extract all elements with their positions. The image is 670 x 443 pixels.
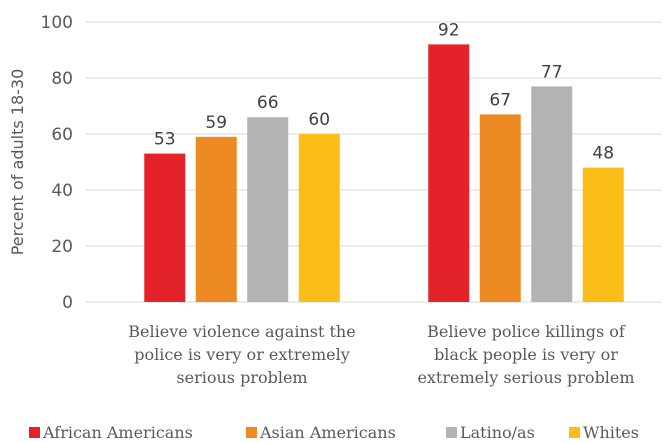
bar-whites-2 (582, 167, 624, 302)
bar-whites-1 (298, 134, 340, 302)
y-tick-label: 20 (51, 237, 73, 257)
data-label: 77 (541, 62, 563, 82)
y-tick-label: 80 (51, 69, 73, 89)
legend-swatch (246, 427, 257, 438)
axes: 0 20 40 60 80 100 Percent of adults 18-30 Belie… (8, 13, 635, 387)
bar-african-americans-1 (144, 153, 186, 302)
bar-african-americans-2 (428, 44, 470, 303)
data-label: 92 (438, 20, 460, 40)
legend-label: Asian Americans (259, 423, 396, 442)
data-label: 53 (154, 130, 176, 150)
y-tick-label: 60 (51, 125, 73, 145)
category-label: black people is very or (434, 345, 618, 364)
category-label: extremely serious problem (417, 368, 634, 387)
data-label: 48 (592, 144, 614, 164)
bar-asian-americans-2 (479, 114, 521, 303)
legend-swatch (446, 427, 457, 438)
y-tick-label: 0 (62, 293, 73, 313)
bar-latino-as-2 (531, 86, 573, 303)
data-labels: 53 92 59 67 66 77 60 48 (154, 20, 614, 163)
bars (144, 44, 624, 303)
data-label: 67 (489, 90, 511, 110)
y-axis-title: Percent of adults 18-30 (8, 69, 27, 256)
legend-swatch (29, 427, 40, 438)
data-label: 66 (257, 93, 279, 113)
category-label: police is very or extremely (134, 345, 350, 364)
legend-label: Whites (583, 423, 639, 442)
legend: African Americans Asian Americans Latino/a… (29, 423, 639, 442)
bar-latino-as-1 (247, 117, 289, 302)
legend-label: African Americans (42, 423, 193, 442)
data-label: 59 (205, 113, 227, 133)
category-label: serious problem (176, 368, 307, 387)
y-tick-label: 100 (41, 13, 73, 33)
y-tick-label: 40 (51, 181, 73, 201)
data-label: 60 (308, 110, 330, 130)
category-label: Believe police killings of (427, 322, 626, 341)
legend-swatch (569, 427, 580, 438)
bar-asian-americans-1 (195, 136, 237, 302)
category-label: Believe violence against the (128, 322, 355, 341)
legend-label: Latino/as (460, 423, 535, 442)
